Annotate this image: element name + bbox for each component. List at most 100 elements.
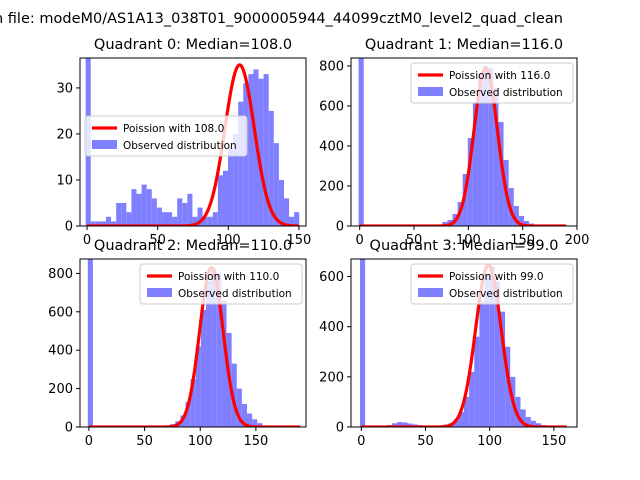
y-tick-label: 400 (48, 344, 73, 359)
histogram-bar (247, 413, 253, 427)
histogram-bar (494, 281, 500, 427)
legend: Poission with 108.0 Observed distribution (84, 115, 248, 157)
histogram-bar (359, 259, 366, 427)
legend-observed-swatch (92, 140, 117, 149)
histogram-bar (221, 300, 227, 427)
legend: Poission with 116.0 Observed distribution (410, 62, 574, 104)
histogram-bar (146, 189, 152, 226)
histogram-bar (283, 198, 290, 226)
histogram-bar (87, 259, 93, 427)
histogram-bar (498, 122, 504, 226)
panels: 0 50 100 150 0 10 20 30 Poission with 108.0 Obser… (48, 37, 589, 449)
histogram-bar (505, 346, 511, 427)
histogram-bar (241, 403, 247, 427)
chart-panel-3: 0 50 100 150 0 200 400 600 Poission with 99.0 Obs… (319, 238, 578, 449)
histogram-bar (484, 274, 490, 427)
histogram-bar (535, 423, 542, 427)
y-tick-label: 0 (336, 220, 344, 235)
y-tick-label: 600 (48, 305, 73, 320)
x-tick-label: 50 (417, 434, 434, 449)
histogram-bar (462, 174, 468, 226)
x-tick-label: 100 (188, 434, 213, 449)
histogram-bar (483, 66, 489, 226)
axes-frame (79, 57, 307, 227)
histogram-bar (90, 221, 96, 226)
histogram-bar (453, 419, 459, 427)
legend: Poission with 99.0 Observed distribution (410, 263, 574, 305)
histogram-bar (236, 388, 242, 427)
histogram-bar (464, 396, 470, 427)
histogram-bar (228, 147, 234, 226)
histogram-bar (217, 175, 223, 226)
y-tick-label: 200 (319, 180, 344, 195)
x-tick-label: 150 (243, 434, 268, 449)
y-tick-label: 600 (319, 270, 344, 285)
histogram-bar (177, 198, 183, 226)
axes-frame (350, 258, 578, 428)
legend-fit-label: Poission with 110.0 (178, 271, 279, 283)
histogram-bar (407, 423, 413, 427)
histogram-bar (273, 143, 279, 226)
histogram-bar (195, 346, 201, 427)
x-tick-label: 0 (356, 233, 364, 248)
x-tick-label: 50 (136, 434, 153, 449)
histogram-bar (116, 202, 122, 226)
histogram-bar (530, 420, 536, 427)
legend-observed-swatch (418, 288, 443, 297)
histogram-bar (197, 207, 203, 226)
histogram-bar (167, 212, 173, 226)
histogram-bar (105, 216, 112, 226)
histogram-bar (100, 221, 106, 226)
x-tick-label: 100 (477, 434, 502, 449)
y-tick-label: 200 (48, 382, 73, 397)
histogram-bar (493, 88, 499, 226)
histogram-bar (185, 402, 191, 427)
panel-title: Quadrant 0: Median=108.0 (94, 37, 292, 53)
histogram-bar (478, 74, 484, 226)
legend-observed-label: Observed distribution (449, 288, 563, 300)
histogram-bar (131, 189, 137, 226)
panel-title: Quadrant 2: Median=110.0 (94, 238, 292, 254)
x-tick-label: 100 (456, 233, 481, 248)
histogram-bar (206, 281, 212, 427)
histogram-bar (469, 371, 475, 427)
histogram-bar (520, 409, 526, 427)
legend-observed-label: Observed distribution (123, 140, 237, 152)
histogram-bar (172, 216, 178, 226)
legend-observed-label: Observed distribution (449, 87, 563, 99)
histogram-bar (216, 273, 222, 427)
histogram-bar (141, 184, 147, 226)
histogram-bar (358, 58, 364, 226)
x-tick-label: 50 (406, 233, 423, 248)
y-tick-label: 400 (319, 320, 344, 335)
histogram-bar (289, 216, 295, 226)
x-tick-label: 150 (510, 233, 535, 248)
legend-frame (410, 263, 574, 305)
axes-frame (350, 57, 578, 227)
legend-fit-label: Poission with 116.0 (449, 70, 550, 82)
histogram-bar (207, 216, 213, 226)
histogram-bar (151, 198, 157, 226)
x-tick-label: 150 (287, 233, 312, 248)
x-tick-label: 100 (216, 233, 241, 248)
panel-title: Quadrant 1: Median=116.0 (365, 37, 563, 53)
histogram-bar (488, 68, 494, 226)
y-tick-label: 0 (336, 421, 344, 436)
legend-fit-label: Poission with 108.0 (123, 123, 224, 135)
histogram-bar (233, 133, 239, 226)
histogram-bar (238, 101, 244, 226)
histogram-bar (231, 363, 237, 427)
legend-observed-swatch (147, 288, 172, 297)
histogram-bar (126, 212, 132, 226)
y-tick-label: 0 (65, 421, 73, 436)
legend: Poission with 110.0 Observed distribution (139, 263, 303, 305)
panel-title: Quadrant 3: Median=99.0 (370, 238, 559, 254)
histogram-bar (121, 202, 127, 226)
y-tick-label: 0 (65, 220, 73, 235)
x-tick-label: 0 (357, 434, 365, 449)
histogram-bar (513, 206, 519, 226)
legend-frame (139, 263, 303, 305)
histogram-bar (402, 422, 408, 427)
histogram-bar (257, 423, 263, 427)
